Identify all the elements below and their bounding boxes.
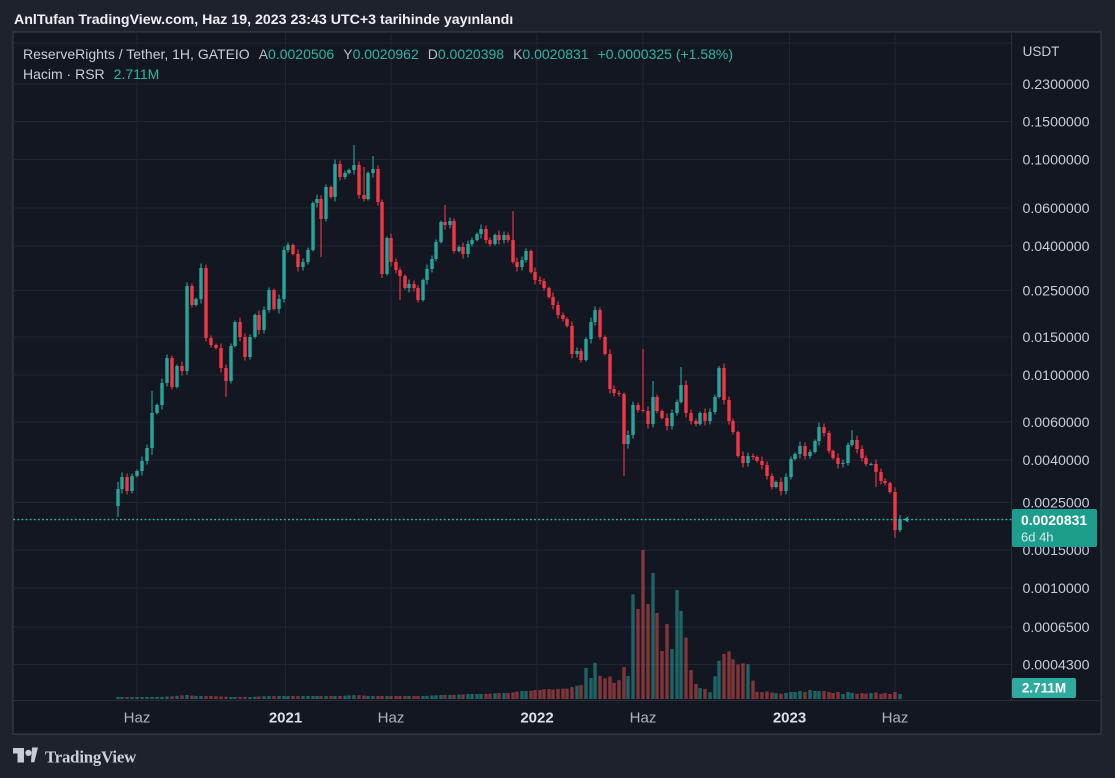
svg-text:0.0040000: 0.0040000 [1022,453,1089,469]
svg-text:0.0020831: 0.0020831 [1021,512,1087,528]
svg-text:2.711M: 2.711M [1022,681,1066,696]
svg-text:0.0010000: 0.0010000 [1022,581,1089,597]
svg-text:0.0060000: 0.0060000 [1022,415,1089,431]
svg-text:0.0025000: 0.0025000 [1022,496,1089,512]
svg-text:Haz: Haz [630,710,657,727]
svg-text:0.0250000: 0.0250000 [1022,284,1089,300]
svg-text:0.0600000: 0.0600000 [1022,201,1089,217]
svg-text:AnlTufan TradingView.com, Haz: AnlTufan TradingView.com, Haz 19, 2023 2… [14,12,513,28]
svg-text:2022: 2022 [520,710,553,727]
svg-text:0.0400000: 0.0400000 [1022,239,1089,255]
svg-text:0.0006500: 0.0006500 [1022,620,1089,636]
svg-text:0.1500000: 0.1500000 [1022,115,1089,131]
svg-text:0.0100000: 0.0100000 [1022,368,1089,384]
svg-text:Haz: Haz [124,710,151,727]
svg-text:0.1000000: 0.1000000 [1022,153,1089,169]
svg-text:TradingView: TradingView [45,748,137,767]
svg-text:0.2300000: 0.2300000 [1022,77,1089,93]
svg-text:0.0004300: 0.0004300 [1022,658,1089,674]
svg-text:Haz: Haz [882,710,909,727]
svg-text:2021: 2021 [269,710,302,727]
svg-text:USDT: USDT [1023,44,1060,59]
svg-text:6d 4h: 6d 4h [1021,530,1054,545]
svg-text:2023: 2023 [773,710,806,727]
svg-text:ReserveRights / Tether, 1H, GA: ReserveRights / Tether, 1H, GATEIO A0.002… [23,46,733,62]
svg-text:0.0150000: 0.0150000 [1022,330,1089,346]
svg-text:Haz: Haz [378,710,405,727]
